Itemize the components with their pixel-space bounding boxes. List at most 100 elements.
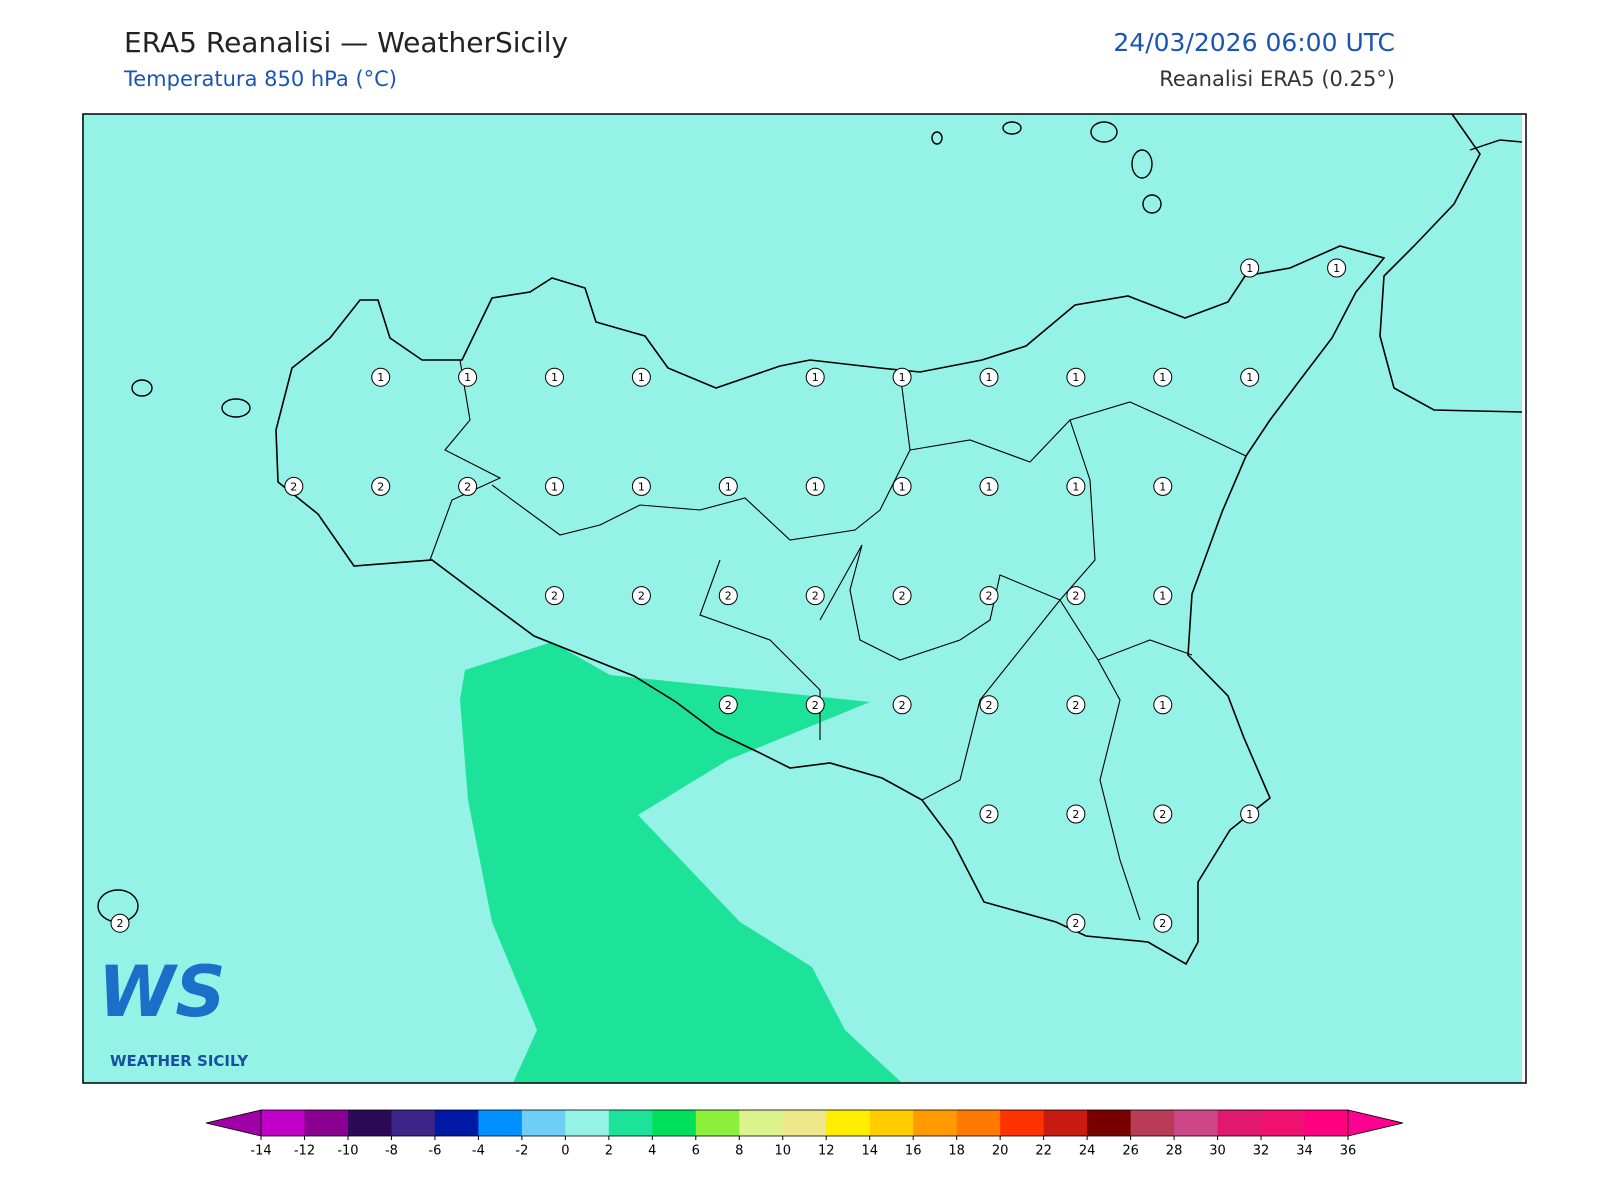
colorbar-tick-label: 26 (1122, 1144, 1139, 1159)
grid-point (371, 367, 391, 387)
grid-point (458, 476, 478, 496)
colorbar-tick-label: 24 (1079, 1144, 1096, 1159)
grid-point (1240, 367, 1260, 387)
grid-value: 1 (899, 371, 906, 384)
colorbar-tick-label: 14 (861, 1144, 878, 1159)
grid-point (805, 367, 825, 387)
colorbar-tick-label: 20 (992, 1144, 1009, 1159)
grid-point (892, 367, 912, 387)
grid-value: 1 (551, 480, 558, 493)
coast-detail (1469, 139, 1523, 151)
grid-point (805, 695, 825, 715)
grid-value: 2 (464, 480, 471, 493)
grid-point (545, 367, 564, 387)
colorbar-tick-label: 22 (1035, 1144, 1052, 1159)
colorbar-tick-label: -8 (385, 1144, 398, 1159)
colorbar-tick-label: -6 (428, 1144, 441, 1159)
grid-value: 1 (1246, 262, 1253, 275)
grid-point (979, 367, 999, 387)
grid-value: 1 (638, 480, 645, 493)
colorbar-tick-label: 28 (1166, 1144, 1183, 1159)
grid-point (1153, 367, 1173, 387)
grid-point (1066, 586, 1086, 606)
grid-point (284, 476, 304, 496)
colorbar-bin (695, 1110, 740, 1136)
grid-point (545, 476, 564, 496)
grid-value: 1 (1333, 262, 1340, 275)
field-area (460, 642, 902, 1083)
colorbar-bin (608, 1110, 653, 1136)
colorbar-bin (739, 1110, 784, 1136)
grid-point (1066, 913, 1086, 933)
grid-point (1066, 695, 1086, 715)
grid-value: 2 (899, 699, 906, 712)
title: ERA5 Reanalisi — WeatherSicily (124, 26, 568, 59)
colorbar-bin (956, 1110, 1001, 1136)
grid-value: 2 (986, 699, 993, 712)
grid-point (1066, 367, 1086, 387)
colorbar-bin (1130, 1110, 1175, 1136)
colorbar-bin (391, 1110, 436, 1136)
colorbar-tick-label: -4 (472, 1144, 485, 1159)
colorbar-tick-label: 10 (774, 1144, 791, 1159)
colorbar-bin (652, 1110, 697, 1136)
grid-point (805, 586, 825, 606)
grid-point (1153, 804, 1173, 824)
colorbar-tick-label: 36 (1340, 1144, 1357, 1159)
colorbar-bin (869, 1110, 914, 1136)
colorbar-bin (304, 1110, 349, 1136)
colorbar-tick-label: 0 (561, 1144, 569, 1159)
logo-text: WEATHER SICILY (110, 1052, 249, 1070)
grid-point (1153, 695, 1173, 715)
grid-point (805, 476, 825, 496)
grid-value: 2 (1072, 917, 1079, 930)
island (221, 398, 251, 418)
grid-point (979, 476, 999, 496)
colorbar-tick-label: -12 (294, 1144, 315, 1159)
grid-value: 1 (1159, 371, 1166, 384)
island (1002, 121, 1022, 135)
map-frame (82, 113, 1527, 1084)
grid-point (1066, 804, 1086, 824)
colorbar-bin (1304, 1110, 1349, 1136)
coastline (275, 245, 1386, 966)
colorbar-under (205, 1109, 262, 1137)
island (931, 131, 943, 145)
grid-value: 2 (1072, 590, 1079, 603)
grid-value: 1 (464, 371, 471, 384)
grid-value: 2 (899, 590, 906, 603)
calabria-coast (1379, 113, 1523, 413)
colorbar-bin (521, 1110, 566, 1136)
grid-value: 2 (986, 808, 993, 821)
grid-point (892, 586, 912, 606)
island (1142, 194, 1162, 214)
grid-point (979, 586, 999, 606)
island (1131, 149, 1153, 179)
grid-value: 2 (1159, 917, 1166, 930)
colorbar-bin (347, 1110, 392, 1136)
grid-point (1240, 258, 1260, 278)
colorbar-bin (1217, 1110, 1262, 1136)
colorbar-bin (261, 1110, 305, 1136)
grid-value: 2 (725, 699, 732, 712)
colorbar-tick-label: 6 (692, 1144, 700, 1159)
colorbar-tick-label: 18 (948, 1144, 965, 1159)
grid-value: 2 (725, 590, 732, 603)
colorbar-bin (1043, 1110, 1088, 1136)
colorbar-tick-label: 4 (648, 1144, 656, 1159)
grid-point (892, 476, 912, 496)
map: 1 1 1 1 1 1 1 1 1 1 1 1 2 2 2 1 1 1 1 1 1 1 1 2 2 2 2 2 2 2 1 2 2 2 2 2 1 2 2 2… (82, 113, 1527, 1084)
grid-points: 1 1 1 1 1 1 1 1 1 1 1 1 2 2 2 1 1 1 1 1 1 1 1 2 2 2 2 2 2 2 1 2 2 2 2 2 1 2 2 2… (110, 258, 1347, 933)
grid-value: 2 (986, 590, 993, 603)
grid-point (1240, 804, 1260, 824)
colorbar-bin (478, 1110, 523, 1136)
grid-value: 1 (812, 480, 819, 493)
grid-point (545, 586, 564, 606)
colorbar-tick-label: 30 (1209, 1144, 1226, 1159)
grid-value: 2 (551, 590, 558, 603)
grid-point (718, 586, 738, 606)
grid-point (718, 476, 738, 496)
grid-value: 1 (1246, 808, 1253, 821)
grid-value: 1 (1072, 371, 1079, 384)
